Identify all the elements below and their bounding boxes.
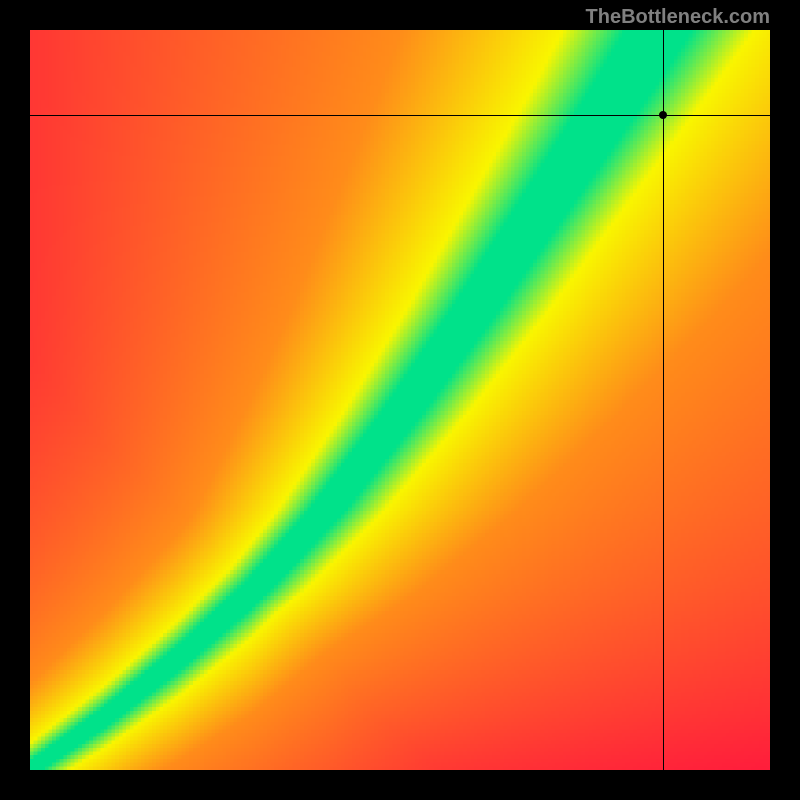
intersection-marker xyxy=(659,111,667,119)
crosshair-vertical xyxy=(663,30,664,770)
heatmap-canvas xyxy=(30,30,770,770)
heatmap-plot xyxy=(30,30,770,770)
watermark: TheBottleneck.com xyxy=(586,6,770,29)
